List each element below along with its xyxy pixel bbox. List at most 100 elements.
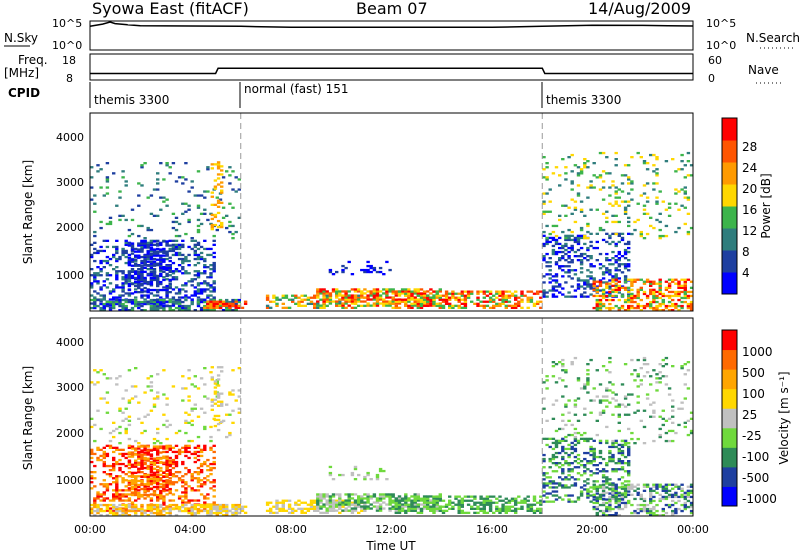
velocity-cell bbox=[162, 501, 166, 504]
velocity-cell bbox=[221, 509, 226, 513]
power-cell bbox=[231, 232, 235, 236]
velocity-cell bbox=[573, 449, 578, 453]
power-cell bbox=[671, 298, 675, 302]
velocity-cell bbox=[335, 493, 339, 496]
power-cell bbox=[237, 188, 241, 191]
velocity-cell bbox=[171, 475, 176, 478]
velocity-cell bbox=[642, 375, 647, 378]
velocity-cell bbox=[300, 511, 304, 514]
power-cell bbox=[545, 166, 549, 169]
power-cell bbox=[664, 306, 669, 310]
power-cell bbox=[542, 210, 546, 213]
velocity-cell bbox=[130, 447, 135, 450]
power-cell bbox=[309, 300, 314, 303]
power-colorbar-swatch bbox=[722, 272, 737, 295]
power-cell bbox=[664, 304, 669, 308]
power-cell bbox=[162, 309, 166, 312]
power-cell bbox=[504, 306, 508, 309]
power-cell bbox=[661, 294, 665, 298]
velocity-cell bbox=[331, 505, 336, 508]
velocity-cell bbox=[429, 505, 433, 508]
velocity-cell bbox=[661, 365, 665, 368]
velocity-cell bbox=[96, 371, 100, 374]
velocity-cell bbox=[212, 481, 216, 484]
power-cell bbox=[171, 220, 176, 224]
velocity-cell bbox=[573, 403, 578, 406]
velocity-cell bbox=[561, 464, 565, 467]
velocity-cell bbox=[108, 509, 113, 513]
velocity-cell bbox=[570, 476, 574, 479]
velocity-cell bbox=[212, 462, 216, 466]
power-cell bbox=[303, 304, 307, 307]
power-cell bbox=[199, 306, 204, 310]
power-cell bbox=[140, 284, 144, 287]
velocity-cell bbox=[344, 501, 348, 504]
velocity-cell bbox=[184, 419, 188, 422]
power-cell bbox=[143, 244, 147, 247]
velocity-cell bbox=[583, 385, 587, 388]
velocity-cell bbox=[601, 470, 606, 473]
velocity-cell bbox=[611, 397, 615, 400]
velocity-cell bbox=[608, 483, 612, 486]
velocity-cell bbox=[357, 499, 361, 502]
velocity-cell bbox=[378, 505, 383, 508]
velocity-cell bbox=[93, 383, 97, 386]
velocity-cell bbox=[595, 507, 599, 511]
power-cell bbox=[159, 262, 163, 265]
velocity-cell bbox=[347, 497, 351, 500]
power-cell bbox=[190, 239, 194, 242]
power-colorbar-frame bbox=[721, 117, 738, 295]
velocity-cell bbox=[614, 511, 618, 515]
velocity-cell bbox=[426, 499, 430, 502]
velocity-cell bbox=[149, 461, 154, 464]
velocity-cell bbox=[592, 501, 596, 505]
velocity-cell bbox=[620, 453, 625, 457]
power-cell bbox=[193, 249, 197, 253]
velocity-cell bbox=[661, 358, 665, 362]
velocity-cell bbox=[630, 483, 634, 486]
power-cell bbox=[115, 284, 119, 287]
velocity-cell bbox=[611, 482, 615, 485]
power-cell bbox=[168, 256, 172, 259]
power-cell bbox=[586, 160, 590, 163]
velocity-cell bbox=[196, 511, 201, 515]
velocity-cell bbox=[137, 491, 141, 495]
power-cell bbox=[611, 298, 615, 302]
velocity-cell bbox=[347, 499, 351, 502]
velocity-cell bbox=[426, 497, 430, 500]
power-cell bbox=[570, 269, 574, 272]
power-cell bbox=[605, 286, 609, 289]
velocity-cell bbox=[328, 497, 333, 500]
power-cell bbox=[134, 278, 138, 281]
power-cell bbox=[137, 224, 141, 228]
power-cell bbox=[93, 194, 97, 197]
velocity-cell bbox=[473, 497, 477, 500]
power-cell bbox=[601, 290, 606, 294]
velocity-cell bbox=[463, 495, 468, 498]
power-cell bbox=[652, 306, 656, 310]
velocity-cell bbox=[586, 468, 590, 471]
power-cell bbox=[108, 306, 113, 310]
velocity-cell bbox=[108, 503, 113, 507]
power-cell bbox=[115, 278, 119, 281]
power-cell bbox=[542, 281, 546, 284]
power-cell bbox=[391, 288, 395, 291]
velocity-cell bbox=[105, 497, 110, 500]
power-cell bbox=[149, 262, 154, 265]
velocity-cell bbox=[620, 493, 625, 496]
power-cell bbox=[664, 280, 669, 283]
velocity-cell bbox=[115, 383, 119, 386]
power-cell bbox=[137, 270, 141, 273]
power-cell bbox=[156, 214, 160, 217]
power-cell bbox=[149, 268, 154, 271]
power-cell bbox=[357, 296, 361, 299]
velocity-cell bbox=[199, 483, 204, 486]
velocity-cell bbox=[149, 375, 154, 378]
velocity-cell bbox=[419, 509, 424, 512]
power-cell bbox=[93, 304, 97, 308]
velocity-cell bbox=[683, 505, 687, 509]
velocity-cell bbox=[118, 495, 122, 498]
velocity-cell bbox=[529, 503, 534, 506]
velocity-cell bbox=[218, 511, 223, 514]
velocity-cell bbox=[473, 503, 477, 506]
